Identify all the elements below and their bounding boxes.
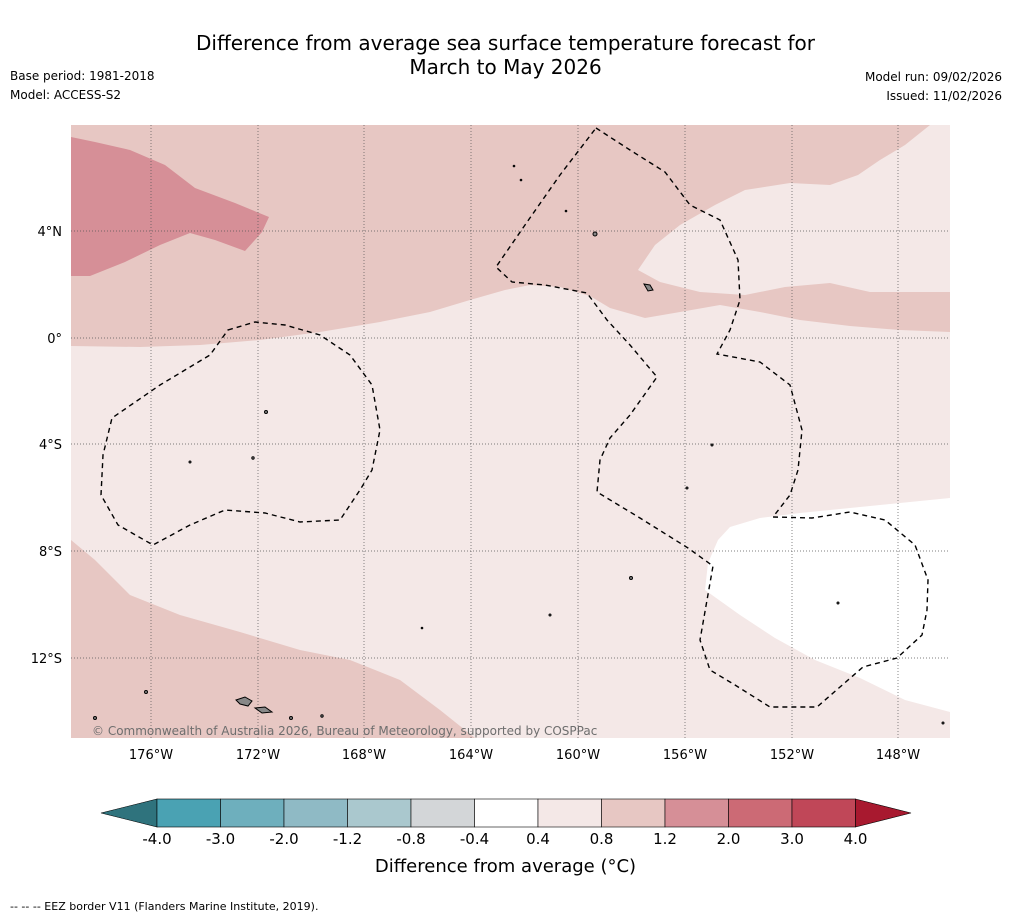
- colorbar-bin: [410, 798, 475, 828]
- lat-label: 4°S: [39, 438, 62, 453]
- island-kiritimati: [643, 283, 654, 292]
- anomaly-region-1.2-2.0: [71, 137, 269, 276]
- colorbar-bin: [220, 798, 285, 828]
- map-title: Difference from average sea surface temp…: [0, 31, 1011, 79]
- island-atoll: [289, 716, 293, 720]
- colorbar-tick: -4.0: [142, 830, 171, 848]
- lon-label: 152°W: [770, 748, 814, 763]
- island-samoa-upolu: [253, 706, 274, 714]
- colorbar-tick: 3.0: [780, 830, 804, 848]
- colorbar-tick: 0.4: [526, 830, 550, 848]
- colorbar-tick: 2.0: [717, 830, 741, 848]
- model-run-label: Model run: 09/02/2026: [864, 70, 1002, 84]
- eez-border-tokelau: [100, 321, 381, 546]
- colorbar-bin: [728, 798, 793, 828]
- colorbar-tick: -0.8: [396, 830, 425, 848]
- colorbar-bin: [537, 798, 602, 828]
- model-label: Model: ACCESS-S2: [10, 88, 122, 102]
- colorbar-bin: [474, 798, 539, 828]
- anomaly-region-0.8-1.2-north: [71, 125, 950, 347]
- island-atoll: [420, 626, 424, 630]
- island-atoll: [144, 690, 148, 694]
- island-atoll: [548, 613, 552, 617]
- map-title-line-2: March to May 2026: [409, 55, 602, 79]
- eez-border-line-islands: [495, 127, 929, 708]
- lon-label: 164°W: [449, 748, 493, 763]
- island-atoll: [519, 178, 523, 182]
- eez-border-note: -- -- -- EEZ border V11 (Flanders Marine…: [10, 900, 319, 913]
- anomaly-region-0.8-1.2-south: [71, 540, 475, 738]
- colorbar-tick: -0.4: [460, 830, 489, 848]
- colorbar-extend-high: [855, 798, 912, 828]
- island-atoll: [629, 576, 633, 580]
- lat-label: 4°N: [38, 225, 63, 240]
- map-title-line-1: Difference from average sea surface temp…: [195, 31, 815, 55]
- island-atoll: [251, 456, 255, 460]
- lon-label: 176°W: [129, 748, 173, 763]
- colorbar-tick: 1.2: [653, 830, 677, 848]
- colorbar-bin: [156, 798, 221, 828]
- latitude-labels: 4°N 0° 4°S 8°S 12°S: [31, 225, 62, 667]
- island-atoll: [512, 164, 516, 168]
- colorbar-tick: 0.8: [590, 830, 614, 848]
- graticule: [71, 125, 950, 738]
- colorbar-bin: [283, 798, 348, 828]
- lat-label: 12°S: [31, 652, 62, 667]
- colorbar-tick: -1.2: [333, 830, 362, 848]
- colorbar-tick: 4.0: [844, 830, 868, 848]
- colorbar-tick: -3.0: [206, 830, 235, 848]
- island-atoll: [592, 231, 598, 237]
- colorbar-bin: [791, 798, 856, 828]
- colorbar-extend-low: [100, 798, 158, 828]
- island-atoll: [264, 410, 268, 414]
- colorbar-bin: [601, 798, 666, 828]
- island-samoa-savaii: [235, 696, 253, 707]
- lon-label: 168°W: [342, 748, 386, 763]
- eez-borders: [100, 127, 929, 708]
- colorbar-bin: [347, 798, 412, 828]
- base-period-label: Base period: 1981-2018: [10, 69, 155, 83]
- anomaly-region-near-average: [705, 498, 950, 712]
- island-atoll: [188, 460, 192, 464]
- lon-label: 148°W: [876, 748, 920, 763]
- colorbar: [100, 798, 912, 828]
- island-atoll: [320, 714, 324, 718]
- colorbar-title: Difference from average (°C): [374, 856, 637, 877]
- island-atoll: [836, 601, 840, 605]
- lon-label: 156°W: [663, 748, 707, 763]
- colorbar-bin: [664, 798, 729, 828]
- island-atoll: [93, 716, 97, 720]
- island-atoll: [941, 721, 945, 725]
- lon-label: 160°W: [556, 748, 600, 763]
- colorbar-tick-labels: -4.0 -3.0 -2.0 -1.2 -0.8 -0.4 0.4 0.8 1.…: [142, 830, 867, 848]
- lat-label: 8°S: [39, 545, 62, 560]
- islands: [93, 164, 945, 725]
- island-atoll: [564, 209, 568, 213]
- issued-label: Issued: 11/02/2026: [886, 89, 1002, 103]
- anomaly-field: [71, 125, 950, 738]
- colorbar-tick: -2.0: [269, 830, 298, 848]
- copyright-credit: © Commonwealth of Australia 2026, Bureau…: [92, 724, 598, 738]
- island-atoll: [685, 486, 689, 490]
- island-atoll: [710, 443, 714, 447]
- lat-label: 0°: [47, 332, 62, 347]
- longitude-labels: 176°W 172°W 168°W 164°W 160°W 156°W 152°…: [129, 748, 920, 763]
- lon-label: 172°W: [236, 748, 280, 763]
